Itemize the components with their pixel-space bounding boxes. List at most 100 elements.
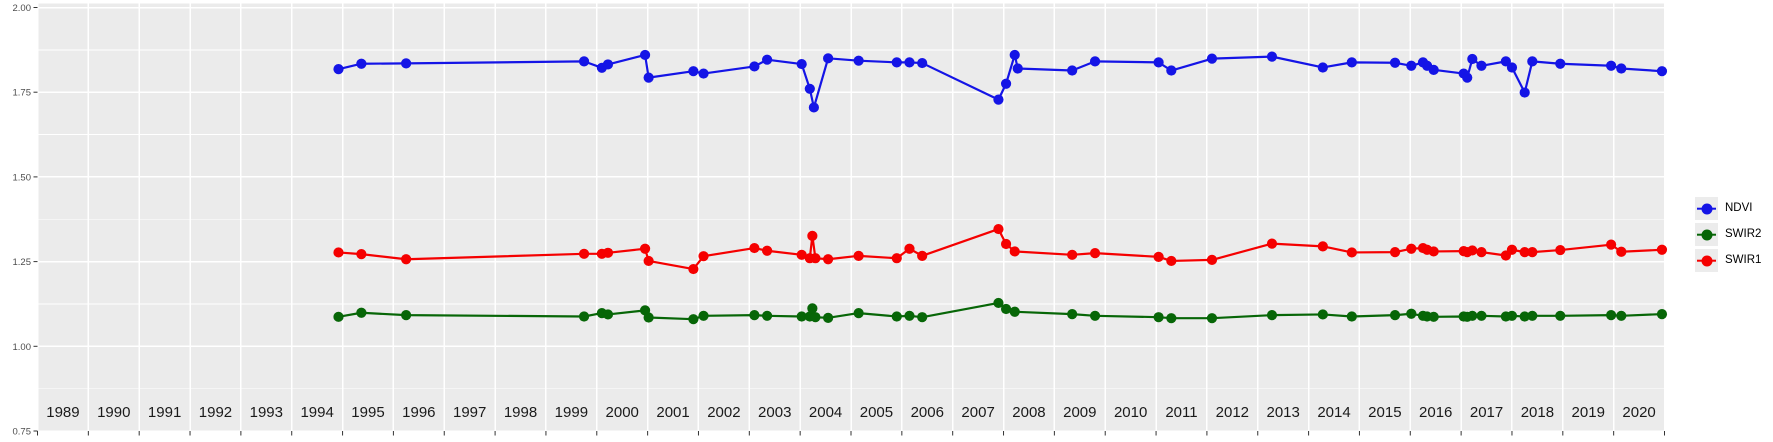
series-swir1-point <box>639 243 651 254</box>
series-swir2-point <box>1428 311 1439 322</box>
series-swir2-point <box>853 307 864 319</box>
series-ndvi-point <box>1656 66 1668 77</box>
legend-item-swir1: SWIR1 <box>1695 249 1761 272</box>
legend-key-swir1 <box>1695 249 1718 272</box>
series-swir1-point <box>1166 255 1177 267</box>
series-ndvi-point <box>1000 78 1012 89</box>
series-swir2-point <box>356 307 367 318</box>
series-swir1-point <box>356 249 367 260</box>
x-axis-year-label: 2003 <box>758 404 791 421</box>
series-swir2-point <box>762 310 773 321</box>
series-swir2-point <box>1467 310 1478 321</box>
series-ndvi-point <box>749 61 760 72</box>
series-ndvi-point <box>1067 65 1078 76</box>
series-swir1-point <box>796 249 807 260</box>
x-axis-year-label: 2015 <box>1368 404 1401 421</box>
x-axis-year-label: 2020 <box>1622 404 1655 421</box>
series-swir1-point <box>762 245 773 256</box>
series-swir2-point <box>993 297 1004 309</box>
series-ndvi-point <box>1166 65 1177 76</box>
series-swir1-point <box>333 247 344 258</box>
series-swir2-point <box>1067 309 1078 320</box>
series-swir1-point <box>578 248 590 259</box>
series-swir1-point <box>807 230 818 241</box>
series-swir1-point <box>1467 245 1478 256</box>
x-axis-year-label: 2007 <box>961 404 994 421</box>
series-swir2-point <box>1519 311 1530 322</box>
series-ndvi-point <box>639 49 651 61</box>
series-swir1-point <box>891 253 902 264</box>
series-ndvi-point <box>1009 49 1020 61</box>
series-ndvi-point <box>1467 53 1478 65</box>
y-axis-tick-label: 1.00 <box>13 342 32 353</box>
series-ndvi-point <box>1616 63 1627 74</box>
x-axis-year-label: 2006 <box>911 404 944 421</box>
series-swir2-point <box>1506 310 1518 321</box>
x-axis-year-label: 1989 <box>46 404 79 421</box>
series-ndvi-point <box>1555 58 1566 69</box>
series-swir2-point <box>1166 313 1177 324</box>
series-swir2-point <box>749 310 760 321</box>
series-ndvi-point <box>1153 57 1164 68</box>
series-ndvi-point <box>808 102 819 113</box>
series-ndvi-point <box>643 72 654 83</box>
series-swir1-point <box>810 253 821 264</box>
series-swir1-point <box>1428 246 1439 257</box>
series-ndvi-point <box>1476 60 1487 71</box>
series-swir2-point <box>904 310 915 321</box>
series-ndvi-point <box>1462 72 1473 83</box>
x-axis-year-label: 1999 <box>555 404 588 421</box>
series-swir2-point <box>796 311 807 322</box>
series-swir2-point <box>1009 306 1020 317</box>
series-swir2-point <box>810 312 821 323</box>
series-ndvi-point <box>1389 57 1401 68</box>
series-swir1-point <box>1527 247 1538 258</box>
series-ndvi-point <box>1428 64 1439 75</box>
series-swir2-point <box>578 311 590 322</box>
series-ndvi-point <box>1527 56 1538 67</box>
x-axis-year-label: 2004 <box>809 404 842 421</box>
series-swir1-point <box>1009 246 1020 257</box>
x-axis-year-label: 2008 <box>1012 404 1045 421</box>
series-swir1-point <box>1206 254 1218 266</box>
legend-key-ndvi <box>1695 197 1718 220</box>
legend-key-swir2 <box>1695 223 1718 246</box>
series-swir2-point <box>1476 310 1487 321</box>
legend-point-swatch <box>1701 203 1712 214</box>
series-ndvi-point <box>1012 63 1023 74</box>
series-swir1-point <box>1067 249 1078 260</box>
series-swir2-point <box>643 312 654 323</box>
x-axis-year-label: 1997 <box>453 404 486 421</box>
series-ndvi-point <box>904 57 915 68</box>
x-axis-year-label: 2011 <box>1165 404 1197 421</box>
series-swir1-point <box>823 254 834 265</box>
legend-point-swatch <box>1701 229 1712 240</box>
series-swir2-point <box>823 312 834 323</box>
series-swir1-point <box>1506 244 1518 255</box>
x-axis-year-label: 1992 <box>199 404 232 421</box>
legend-label-swir2: SWIR2 <box>1725 227 1762 240</box>
series-ndvi-point <box>853 55 864 66</box>
series-swir1-point <box>904 243 915 254</box>
x-axis-year-label: 1998 <box>504 404 537 421</box>
series-swir2-point <box>1527 310 1538 321</box>
series-swir1-point <box>1406 243 1417 254</box>
series-swir2-point <box>698 310 709 321</box>
series-swir2-point <box>1555 310 1566 321</box>
series-ndvi-point <box>1266 51 1278 62</box>
series-swir2-point <box>1389 310 1401 321</box>
x-axis-year-label: 1991 <box>148 404 181 421</box>
series-swir2-point <box>1616 310 1627 321</box>
series-swir2-point <box>1317 309 1328 320</box>
series-swir2-point <box>917 312 928 323</box>
legend-point-swatch <box>1701 255 1712 266</box>
legend-item-swir2: SWIR2 <box>1695 223 1761 246</box>
series-swir1-point <box>1656 244 1668 255</box>
series-swir1-point <box>1476 247 1487 258</box>
x-axis-year-label: 2016 <box>1419 404 1452 421</box>
x-axis-year-label: 2013 <box>1266 404 1299 421</box>
x-axis-year-label: 2017 <box>1470 404 1503 421</box>
series-swir2-point <box>1656 309 1668 320</box>
series-swir2-point <box>1000 303 1012 315</box>
